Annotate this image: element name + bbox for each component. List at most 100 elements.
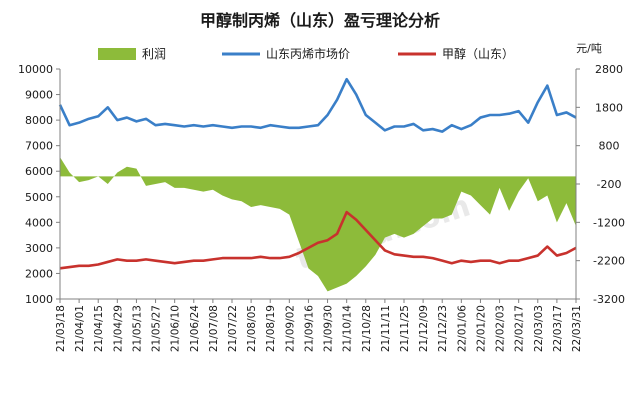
point-methanol [202, 259, 205, 262]
point-profit [422, 225, 425, 228]
point-methanol [393, 253, 396, 256]
x-tick-label: 21/11/25 [399, 305, 411, 352]
x-tick-label: 22/02/17 [514, 305, 526, 352]
point-profit [460, 190, 463, 193]
point-propylene [508, 112, 511, 115]
point-profit [565, 202, 568, 205]
point-propylene [87, 117, 90, 120]
point-profit [479, 204, 482, 207]
point-methanol [460, 259, 463, 262]
point-profit [336, 286, 339, 289]
left-tick-label: 3000 [25, 242, 53, 255]
point-profit [106, 183, 109, 186]
x-tick-label: 21/05/13 [131, 305, 143, 352]
point-methanol [374, 239, 377, 242]
left-tick-label: 1000 [25, 293, 53, 306]
point-profit [125, 165, 128, 168]
point-methanol [383, 249, 386, 252]
point-profit [489, 213, 492, 216]
point-methanol [364, 229, 367, 232]
x-axis-ticks: 21/03/18 21/04/01 21/04/15 21/04/29 21/05/13… [55, 299, 583, 352]
point-methanol [431, 257, 434, 260]
point-propylene [489, 114, 492, 117]
point-profit [97, 175, 100, 178]
right-tick-label: -2200 [593, 255, 625, 268]
x-tick-label: 22/01/20 [475, 305, 487, 352]
point-methanol [297, 252, 300, 255]
x-tick-label: 21/09/16 [303, 305, 315, 352]
point-methanol [555, 254, 558, 257]
right-axis-ticks: -3200 -2200 -1200 -200 800 1800 2800 [576, 63, 625, 306]
point-propylene [288, 126, 291, 129]
point-profit [307, 267, 310, 270]
point-propylene [145, 117, 148, 120]
point-profit [221, 194, 224, 197]
point-methanol [125, 259, 128, 262]
point-profit [87, 179, 90, 182]
x-tick-label: 21/04/15 [93, 305, 105, 352]
point-propylene [173, 124, 176, 127]
point-profit [403, 236, 406, 239]
point-propylene [125, 116, 128, 119]
x-tick-label: 22/01/06 [456, 305, 468, 352]
right-tick-label: -3200 [593, 293, 625, 306]
point-propylene [383, 129, 386, 132]
x-tick-label: 21/06/24 [189, 305, 201, 352]
point-methanol [135, 259, 138, 262]
right-axis-unit: 元/吨 [576, 42, 602, 55]
point-profit [431, 217, 434, 220]
left-tick-label: 2000 [25, 267, 53, 280]
point-methanol [259, 255, 262, 258]
point-methanol [278, 257, 281, 260]
point-methanol [154, 259, 157, 262]
point-methanol [508, 259, 511, 262]
point-propylene [412, 123, 415, 126]
point-profit [527, 177, 530, 180]
point-propylene [336, 98, 339, 101]
point-propylene [345, 78, 348, 81]
x-tick-label: 21/10/14 [342, 305, 354, 352]
chart-title: 甲醇制丙烯（山东）盈亏理论分析 [200, 11, 440, 30]
x-tick-label: 21/03/18 [55, 305, 67, 352]
point-methanol [307, 246, 310, 249]
point-methanol [527, 257, 530, 260]
point-propylene [78, 121, 81, 124]
x-tick-label: 21/10/28 [361, 305, 373, 352]
point-methanol [422, 255, 425, 258]
right-tick-label: 800 [599, 140, 620, 153]
point-profit [135, 167, 138, 170]
point-profit [145, 185, 148, 188]
point-profit [211, 188, 214, 191]
left-tick-label: 4000 [25, 216, 53, 229]
point-methanol [345, 211, 348, 214]
point-methanol [250, 257, 253, 260]
x-tick-label: 21/07/08 [208, 305, 220, 352]
axes: 1000 2000 3000 4000 5000 6000 7000 8000 9000 1000… [18, 63, 625, 352]
point-methanol [536, 254, 539, 257]
point-profit [546, 194, 549, 197]
point-profit [450, 213, 453, 216]
point-profit [383, 236, 386, 239]
left-tick-label: 10000 [18, 63, 53, 76]
left-tick-label: 7000 [25, 140, 53, 153]
legend: 利润 山东丙烯市场价 甲醇（山东） [98, 46, 514, 61]
point-profit [192, 188, 195, 191]
series-methanol-line [59, 210, 577, 270]
point-methanol [546, 245, 549, 248]
point-profit [364, 265, 367, 268]
point-profit [374, 254, 377, 257]
series-propylene-line [58, 77, 577, 133]
point-propylene [68, 124, 71, 127]
left-tick-label: 5000 [25, 191, 53, 204]
point-methanol [87, 264, 90, 267]
point-methanol [450, 262, 453, 265]
left-axis-ticks: 1000 2000 3000 4000 5000 6000 7000 8000 9000 1000… [18, 63, 60, 306]
point-propylene [221, 125, 224, 128]
x-tick-label: 21/05/27 [151, 305, 163, 352]
point-propylene [269, 124, 272, 127]
point-propylene [364, 114, 367, 117]
x-tick-label: 22/02/03 [495, 305, 507, 352]
point-methanol [336, 232, 339, 235]
point-methanol [269, 257, 272, 260]
